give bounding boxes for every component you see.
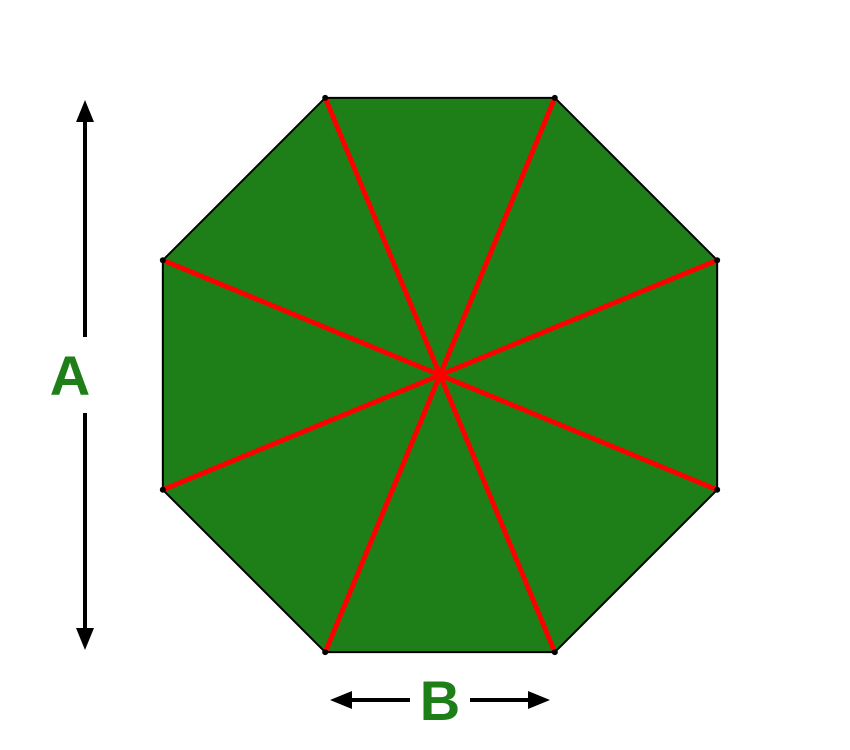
arrowhead-icon [76, 100, 94, 122]
vertex-dot [714, 257, 720, 263]
vertex-dot [322, 649, 328, 655]
dimension-a-label: A [50, 344, 90, 407]
vertex-dot [322, 95, 328, 101]
arrowhead-icon [528, 691, 550, 709]
vertex-dot [160, 487, 166, 493]
dimension-b-label: B [420, 669, 460, 732]
vertex-dot [160, 257, 166, 263]
vertex-dot [552, 649, 558, 655]
arrowhead-icon [76, 628, 94, 650]
vertex-dot [714, 487, 720, 493]
vertex-dot [552, 95, 558, 101]
arrowhead-icon [330, 691, 352, 709]
